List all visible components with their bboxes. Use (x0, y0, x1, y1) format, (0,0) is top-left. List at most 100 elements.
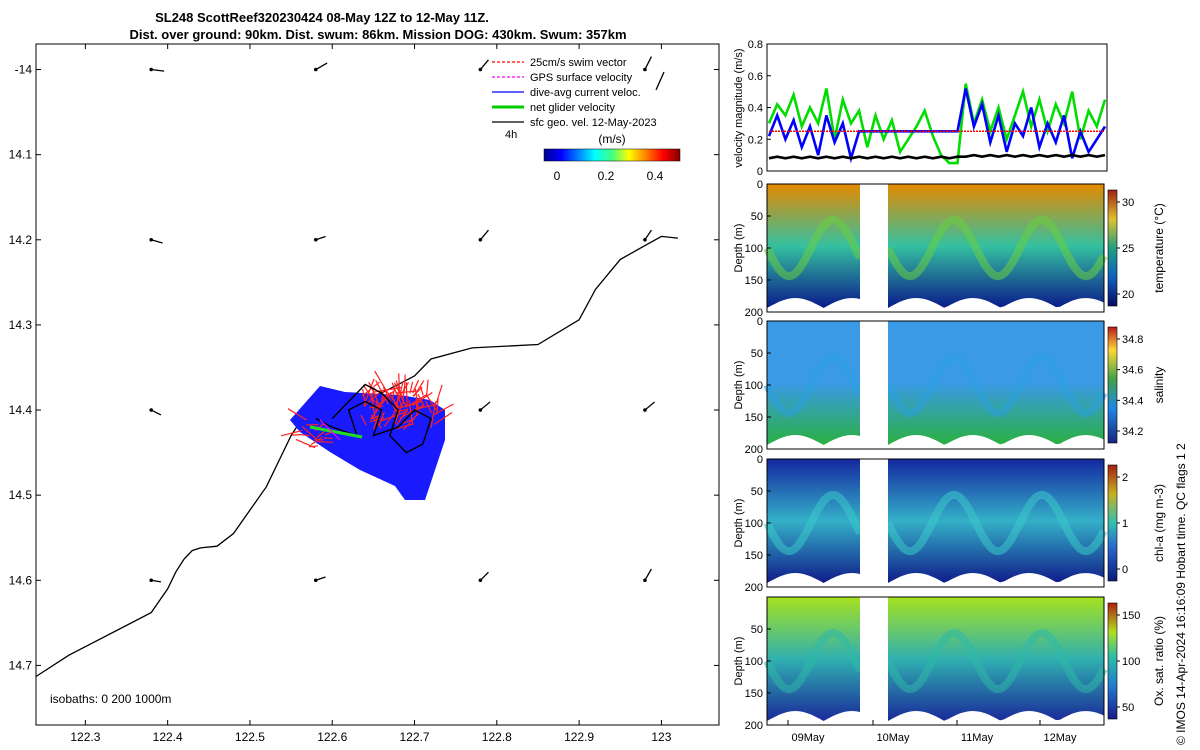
profile-ylabel: Depth (m) (733, 637, 745, 686)
colorbar-tick-2: 0.4 (647, 169, 664, 183)
map-y-tick-label: 14.7 (9, 658, 33, 672)
profile-colorbar (1107, 189, 1118, 307)
geo-vector (479, 229, 489, 241)
profile-panel-temperature: 0 50 100 150 200 Depth (m) 30 25 20 temperature (… (733, 179, 1166, 319)
swim-vector (395, 390, 416, 394)
colorbar-tick-label: 20 (1122, 289, 1134, 301)
profile-data-gap (860, 597, 888, 725)
profile-y-tick-label: 150 (745, 412, 763, 424)
geo-vector-tail (478, 578, 483, 583)
net-glider-velocity-vector (309, 425, 363, 439)
profile-data-gap (860, 321, 888, 449)
profile-data-gap (860, 184, 888, 312)
colorbar-tick-label: 34.4 (1122, 395, 1143, 407)
geo-vector (151, 239, 163, 244)
swim-vector (412, 386, 423, 397)
swim-vector (369, 417, 385, 423)
velocity-ylabel: velocity magnitude (m/s) (733, 48, 745, 167)
map-y-tick-label: 14.6 (9, 573, 33, 587)
swim-vector (316, 431, 325, 439)
geo-vector-tail (149, 237, 154, 242)
track-map: 122.3 122.4 122.5 122.6 122.7 122.8 122.9 123 -… (9, 43, 720, 744)
geo-vector-tail (313, 237, 318, 242)
profile-data-segment (888, 459, 1104, 583)
velocity-plot-area (766, 43, 1108, 172)
colorbar-tick-label: 25 (1122, 243, 1134, 255)
profile-data-segment (888, 321, 1104, 445)
profile-y-tick-label: 150 (745, 275, 763, 287)
profile-data-gap (860, 459, 888, 587)
profile-colorbar (1107, 464, 1118, 582)
profile-panel-chla: 0 50 100 150 200 Depth (m) 2 1 0 chl-a (mg m-3) (733, 454, 1166, 594)
glider-track (315, 383, 432, 454)
colorbar-tick-label: 0 (1122, 564, 1128, 576)
swim-vector (323, 437, 333, 440)
map-y-tick-label: 14.3 (9, 318, 33, 332)
colorbar-label: Ox. sat. ratio (%) (1152, 616, 1166, 706)
map-x-tick-label: 123 (651, 730, 671, 744)
profile-y-tick-label: 100 (745, 243, 763, 255)
map-x-tick-label: 122.8 (482, 730, 512, 744)
swim-vector (280, 429, 303, 437)
legend-entry: GPS surface velocity (530, 72, 633, 84)
profile-colorbar (1107, 602, 1118, 720)
map-y-ticks: -14 14.1 14.2 14.3 14.4 14.5 14.6 14.7 (9, 63, 719, 672)
map-x-tick-label: 122.3 (70, 730, 100, 744)
time-x-tick-label: 12May (1043, 732, 1077, 744)
geo-vector (479, 571, 489, 581)
geo-vector-tail (643, 237, 647, 242)
geo-vector-tail (643, 578, 647, 583)
colorbar-tick-label: 100 (1122, 656, 1140, 668)
geo-vector-tail (478, 408, 483, 412)
profile-y-tick-label: 200 (745, 720, 763, 732)
geo-vector-tail (643, 67, 647, 72)
swim-vector (430, 401, 437, 429)
swim-vector (391, 388, 396, 400)
legend-entry: sfc geo. vel. 12-May-2023 (530, 117, 657, 129)
chart-title-line1: SL248 ScottReef320230424 08-May 12Z to 1… (155, 10, 489, 25)
time-x-tick-label: 09May (791, 732, 825, 744)
swim-vector (433, 412, 453, 425)
geo-vector-tail (478, 237, 483, 242)
credit-text: © IMOS 14-Apr-2024 16:16:09 Hobart time.… (1174, 443, 1188, 745)
velocity-series-line (768, 153, 1106, 160)
time-x-tick-label: 10May (876, 732, 910, 744)
time-x-ticks: 09May 10May 11May 12May (787, 720, 1077, 744)
colorbar-tick-1: 0.2 (598, 169, 615, 183)
profile-wave-band (763, 490, 864, 556)
swim-vector (317, 441, 334, 443)
swim-vector (402, 386, 405, 402)
geo-vector (644, 229, 652, 241)
colorbar-label: temperature (°C) (1152, 203, 1166, 293)
geo-vector (150, 409, 162, 416)
velocity-y-tick-label: 0.2 (748, 134, 763, 146)
legend-entry: dive-avg current veloc. (530, 87, 641, 99)
geo-vector (151, 68, 165, 72)
swim-vector (360, 414, 367, 426)
profile-y-tick-label: 50 (751, 348, 763, 360)
velocity-y-ticks: 0 0.2 0.4 0.6 0.8 (748, 39, 771, 178)
swim-vector (298, 433, 310, 437)
glider-vector-cluster (280, 370, 454, 500)
velocity-panel: 0 0.2 0.4 0.6 0.8 velocity magnitude (m/s) (733, 39, 1108, 178)
profile-y-tick-label: 150 (745, 688, 763, 700)
legend-entry: 25cm/s swim vector (530, 57, 627, 69)
map-frame (35, 43, 720, 726)
swim-vector (370, 414, 382, 429)
geo-vector (479, 59, 489, 70)
swim-vector (396, 408, 409, 413)
profile-ylabel: Depth (m) (733, 499, 745, 548)
profile-y-tick-label: 50 (751, 624, 763, 636)
swim-vector (415, 399, 418, 416)
swim-vector (382, 387, 396, 411)
profile-wave-band (884, 215, 1108, 281)
swim-vector (403, 410, 421, 431)
swim-vector (363, 378, 375, 405)
map-x-tick-label: 122.9 (564, 730, 594, 744)
profile-colorbar (1107, 326, 1118, 444)
swim-vector (414, 388, 420, 410)
geo-vector-tail (149, 67, 154, 72)
velocity-y-tick-label: 0.4 (748, 103, 763, 115)
map-y-tick-label: 14.5 (9, 488, 33, 502)
